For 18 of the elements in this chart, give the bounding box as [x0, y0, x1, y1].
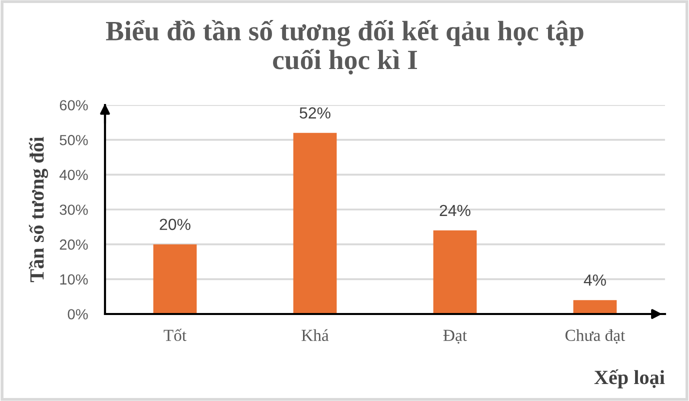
x-tick-label: Chưa đạt — [565, 329, 626, 344]
y-tick-label: 60% — [60, 100, 88, 110]
x-tick-label: Khá — [302, 329, 329, 342]
x-tick-label: Tốt — [164, 328, 186, 342]
y-tick-label: 20% — [60, 239, 88, 250]
y-tick-label: 0% — [68, 309, 88, 320]
y-tick-label: 40% — [59, 170, 88, 180]
x-tick-label: Đạt — [443, 330, 467, 344]
data-label: 20% — [160, 218, 190, 230]
data-label: 52% — [300, 107, 330, 119]
chart-title: Biểu đồ tần số tương đối kết qảu học tập cuối học kì I — [106, 20, 584, 74]
x-axis-title: Xếp loại — [594, 369, 665, 388]
y-tick-label: 50% — [60, 134, 88, 146]
y-tick-label: 10% — [60, 274, 88, 285]
data-label: 24% — [440, 204, 470, 216]
y-axis-title: Tần số tương đối — [28, 136, 48, 282]
y-tick-label: 30% — [60, 204, 88, 215]
data-label: 4% — [584, 274, 606, 286]
